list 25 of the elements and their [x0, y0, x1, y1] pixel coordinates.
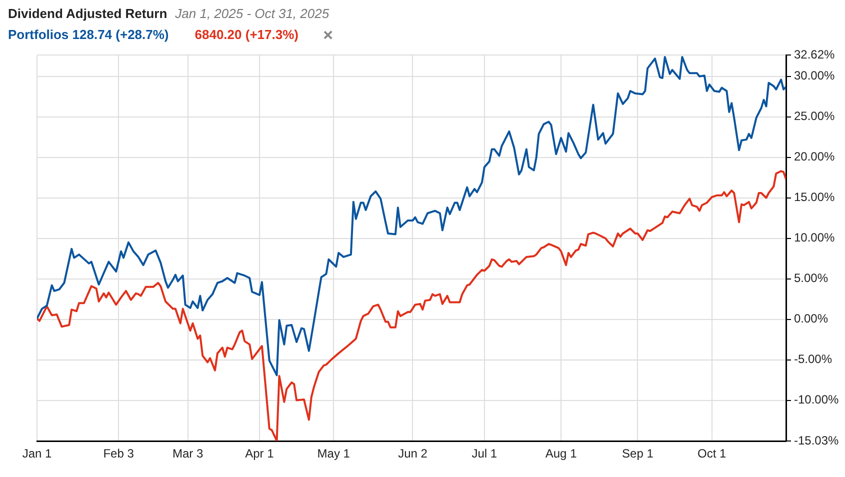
x-tick-label: Oct 1: [698, 446, 726, 461]
y-tick-label: -5.00%: [794, 352, 832, 366]
x-tick-label: Mar 3: [172, 446, 204, 461]
x-tick-label: Jun 2: [398, 446, 428, 461]
y-tick-label: 0.00%: [794, 312, 828, 326]
x-tick-label: Apr 1: [245, 446, 274, 461]
text: 6840.20 (+17.3%): [194, 27, 298, 42]
x-tick-label: Aug 1: [545, 446, 578, 461]
y-tick-label: 5.00%: [794, 271, 828, 286]
y-tick-label: -10.00%: [794, 392, 840, 407]
x-tick-label: Jul 1: [472, 446, 498, 461]
y-tick-label: 30.00%: [794, 68, 836, 83]
text: Portfolios 128.74 (+28.7%): [8, 27, 169, 42]
y-tick-label: 10.00%: [794, 230, 836, 245]
chart-title: Dividend Adjusted Return: [8, 6, 168, 21]
y-tick-label: 15.00%: [794, 190, 836, 204]
x-tick-label: Feb 3: [103, 446, 134, 461]
y-tick-label: -15.03%: [794, 433, 840, 448]
y-tick-label: 32.62%: [794, 48, 836, 62]
x-tick-label: Sep 1: [622, 446, 654, 461]
chart-subtitle: Jan 1, 2025 - Oct 31, 2025: [175, 6, 330, 21]
y-tick-label: 25.00%: [794, 109, 836, 124]
y-tick-label: 20.00%: [794, 150, 836, 164]
x-tick-label: May 1: [317, 446, 350, 461]
x-tick-label: Jan 1: [22, 446, 52, 461]
